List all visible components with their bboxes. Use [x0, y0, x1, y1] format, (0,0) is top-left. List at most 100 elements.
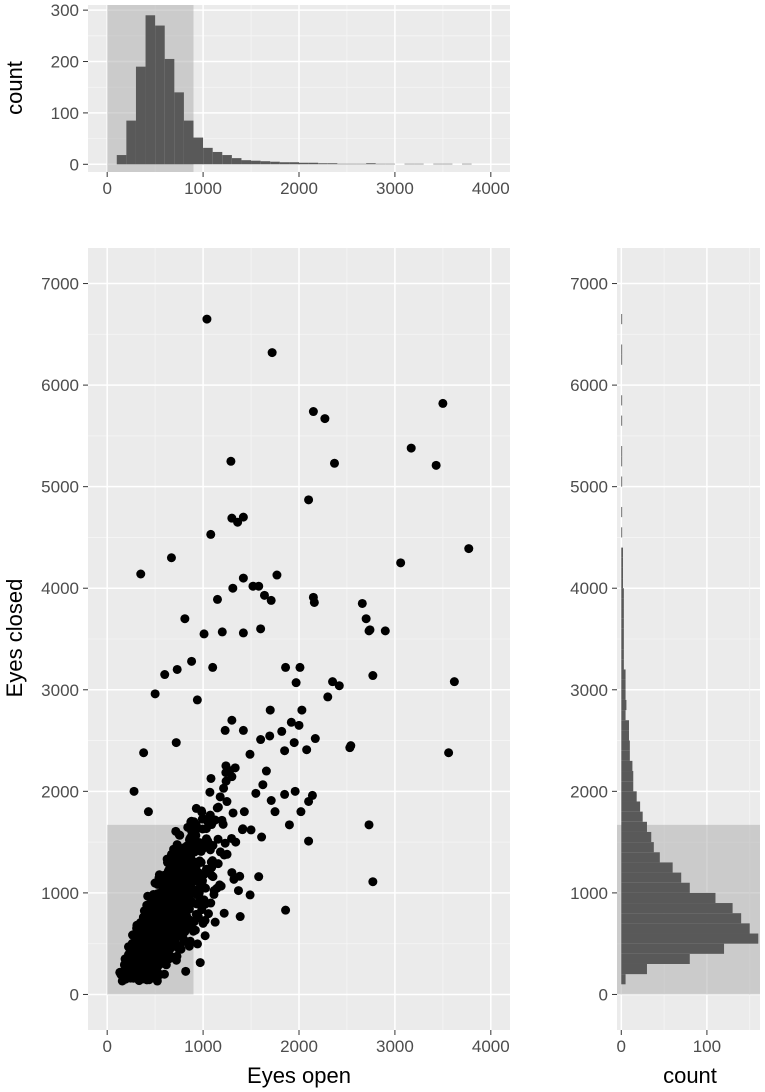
scatter-point — [136, 569, 146, 579]
top-histogram-bar — [126, 120, 136, 165]
scatter-point — [220, 838, 230, 848]
scatter-point — [270, 807, 280, 817]
top-histogram-bar — [346, 163, 357, 165]
scatter-point — [206, 773, 216, 783]
scatter-point — [137, 923, 147, 933]
right-y-tick-label: 4000 — [570, 579, 608, 598]
scatter-point — [238, 628, 248, 638]
scatter-y-tick-label: 0 — [70, 985, 79, 1004]
scatter-point — [137, 949, 147, 959]
scatter-point — [216, 881, 226, 891]
top-histogram-bar — [289, 162, 299, 165]
scatter-point — [254, 581, 264, 591]
scatter-point — [246, 825, 256, 835]
right-histogram-bar — [621, 760, 633, 772]
right-histogram-bar — [621, 842, 654, 853]
scatter-point — [449, 677, 459, 687]
right-histogram-bar — [621, 781, 634, 792]
right-histogram-bar — [621, 649, 624, 660]
scatter-point — [162, 854, 172, 864]
scatter-point — [233, 517, 243, 527]
scatter-point — [205, 787, 215, 797]
scatter-point — [191, 843, 201, 853]
scatter-point — [380, 626, 390, 636]
scatter-point — [159, 912, 169, 922]
scatter-point — [307, 790, 317, 800]
top-histogram: 0 1000 2000 3000 4000 0 100 200 300 count — [2, 1, 510, 198]
scatter-point — [238, 725, 248, 735]
scatter-point — [215, 792, 225, 802]
right-histogram-bar — [621, 791, 637, 802]
scatter-point — [219, 908, 229, 918]
scatter-point — [221, 776, 231, 786]
scatter-x-axis-title: Eyes open — [247, 1063, 351, 1088]
scatter-point — [464, 544, 474, 554]
scatter-point — [357, 598, 367, 608]
right-histogram-bar — [621, 903, 733, 914]
right-histogram-x-ticks: 0 100 — [617, 1030, 721, 1056]
top-histogram-bar — [318, 163, 328, 165]
scatter-point — [265, 705, 275, 715]
right-histogram-bar — [621, 527, 623, 538]
scatter-point — [147, 913, 157, 923]
scatter-point — [277, 726, 287, 736]
right-histogram-bar — [621, 446, 623, 457]
top-histogram-y-ticks: 0 100 200 300 — [51, 1, 88, 174]
scatter-point — [323, 692, 333, 702]
right-histogram-bar — [621, 669, 626, 680]
scatter-point — [302, 745, 312, 755]
right-histogram-bar — [621, 395, 623, 406]
scatter-point — [119, 960, 129, 970]
right-histogram-bar — [621, 476, 623, 487]
scatter-point — [185, 834, 195, 844]
top-histogram-bar — [231, 158, 242, 165]
scatter-x-tick-label: 0 — [102, 1037, 111, 1056]
scatter-point — [228, 583, 238, 593]
scatter-point — [396, 558, 406, 568]
scatter-point — [203, 836, 213, 846]
scatter-point — [208, 817, 218, 827]
scatter-point — [272, 570, 282, 580]
scatter-point — [251, 788, 261, 798]
scatter-y-tick-label: 7000 — [41, 275, 79, 294]
scatter-y-ticks: 0 1000 2000 3000 4000 5000 6000 7000 — [41, 275, 88, 1004]
scatter-point — [257, 832, 267, 842]
top-histogram-bar — [404, 163, 415, 165]
scatter-point — [261, 766, 271, 776]
scatter-point — [438, 398, 448, 408]
scatter-point — [280, 789, 290, 799]
scatter-point — [226, 456, 236, 466]
scatter-point — [137, 965, 147, 975]
scatter-point — [194, 888, 204, 898]
top-histogram-bar — [433, 163, 443, 165]
top-histogram-bar — [337, 163, 347, 165]
scatter-point — [219, 783, 229, 793]
top-histogram-bar — [241, 160, 252, 165]
scatter-point — [266, 595, 276, 605]
scatter-point — [233, 886, 243, 896]
scatter-point — [225, 766, 235, 776]
scatter-point — [213, 834, 223, 844]
scatter-point — [222, 849, 232, 859]
scatter-point — [147, 960, 157, 970]
scatter-point — [139, 748, 149, 758]
top-histogram-bar — [327, 163, 338, 165]
scatter-point — [296, 807, 306, 817]
right-histogram-bar — [621, 567, 623, 579]
scatter-point — [208, 662, 218, 672]
scatter-point — [197, 806, 207, 816]
scatter-point — [406, 443, 416, 453]
right-histogram-x-axis-title: count — [663, 1063, 717, 1088]
top-histogram-bar — [299, 162, 309, 165]
scatter-point — [195, 958, 205, 968]
scatter-point — [308, 407, 318, 417]
right-histogram-bar — [621, 811, 643, 822]
scatter-point — [129, 930, 139, 940]
right-histogram-y-ticks: 0 1000 2000 3000 4000 5000 6000 7000 — [570, 275, 617, 1004]
right-histogram-bars — [621, 314, 759, 985]
scatter-point — [184, 903, 194, 913]
scatter-point — [320, 414, 330, 424]
scatter-point — [164, 865, 174, 875]
scatter-x-tick-label: 3000 — [376, 1037, 414, 1056]
